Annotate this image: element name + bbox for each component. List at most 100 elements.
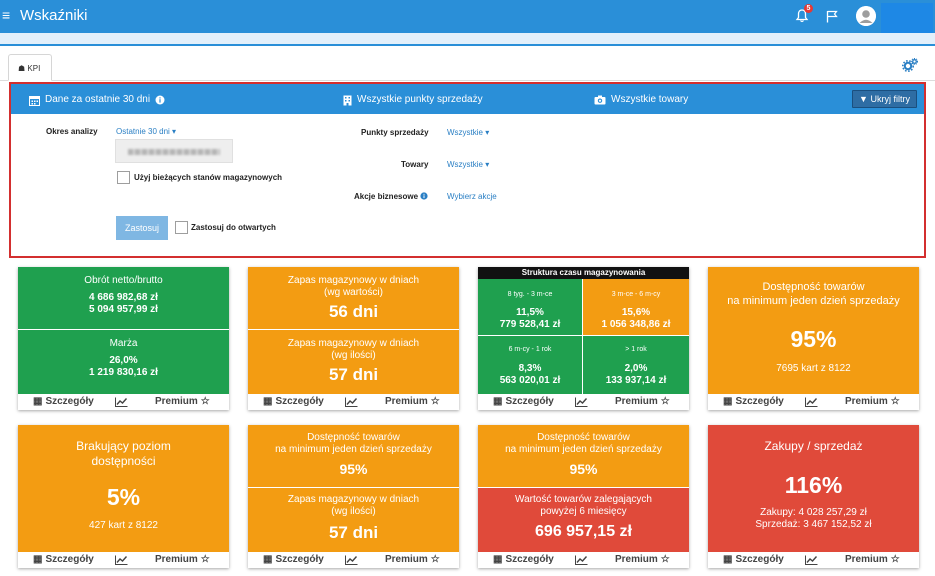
filter-icon: ▼: [859, 94, 868, 104]
premium-link[interactable]: Premium ☆: [385, 396, 440, 407]
premium-link[interactable]: Premium ☆: [615, 554, 670, 565]
points-dropdown-value: Wszystkie: [447, 128, 483, 137]
chart-link[interactable]: [575, 555, 588, 568]
line-chart-icon: [115, 397, 128, 407]
structure-q4-label: > 1 rok: [625, 346, 647, 353]
gears-icon[interactable]: [902, 58, 918, 72]
slow-stock-subtitle: powyżej 6 miesięcy: [540, 506, 627, 517]
chart-link[interactable]: [575, 397, 588, 410]
line-chart-icon: [345, 555, 358, 565]
missing-cards: 427 kart z 8122: [89, 520, 158, 531]
details-link[interactable]: ▦ Szczegóły: [723, 554, 784, 565]
availability-mini-section: Dostępność towarów na minimum jeden dzie…: [248, 425, 459, 487]
structure-title-bar: Struktura czasu magazynowania: [478, 267, 689, 279]
structure-title: Struktura czasu magazynowania: [521, 268, 646, 277]
apply-open-checkbox[interactable]: [175, 221, 188, 234]
caret-down-icon: ▾: [169, 127, 177, 136]
current-stock-checkbox[interactable]: [117, 171, 130, 184]
structure-q2-label: 3 m-ce - 6 m-cy: [611, 291, 661, 298]
structure-q4-value: 133 937,14 zł: [605, 375, 667, 386]
flag-icon[interactable]: [826, 10, 838, 23]
period-label: Okres analizy: [46, 127, 98, 136]
margin-title: Marża: [109, 338, 138, 349]
structure-q3: 6 m-cy - 1 rok 8,3% 563 020,01 zł: [478, 336, 582, 394]
structure-q2-value: 1 056 348,86 zł: [601, 319, 671, 330]
availability-mini-subtitle-2: na minimum jeden dzień sprzedaży: [505, 444, 662, 455]
topbar-action-area[interactable]: [881, 3, 933, 33]
tile-stock-days: Zapas magazynowy w dniach (wg wartości) …: [248, 267, 459, 410]
stock-days-qty-value: 57 dni: [328, 365, 379, 384]
stock-days-qty-title: Zapas magazynowy w dniach: [287, 338, 420, 349]
filter-summary-bar: Dane za ostatnie 30 dni Wszystkie punkty…: [11, 84, 924, 114]
premium-label: Premium: [615, 554, 658, 565]
premium-link[interactable]: Premium ☆: [155, 554, 210, 565]
filter-summary-period-label: Dane za ostatnie 30 dni: [45, 94, 151, 105]
line-chart-icon: [805, 397, 818, 407]
details-link[interactable]: ▦ Szczegóły: [33, 554, 94, 565]
star-icon: ☆: [890, 554, 900, 565]
details-link[interactable]: ▦ Szczegóły: [33, 396, 94, 407]
filter-summary-goods[interactable]: Wszystkie towary: [594, 94, 688, 106]
points-dropdown[interactable]: Wszystkie ▾: [447, 128, 489, 137]
period-dropdown[interactable]: Ostatnie 30 dni ▾: [116, 127, 176, 136]
actions-selector[interactable]: Wybierz akcje: [447, 192, 497, 201]
star-icon: ☆: [660, 396, 670, 407]
goods-dropdown[interactable]: Wszystkie ▾: [447, 160, 489, 169]
details-link[interactable]: ▦ Szczegóły: [263, 396, 324, 407]
chart-link[interactable]: [805, 397, 818, 410]
premium-link[interactable]: Premium ☆: [845, 554, 900, 565]
hide-filters-button[interactable]: ▼ Ukryj filtry: [852, 90, 917, 108]
premium-link[interactable]: Premium ☆: [615, 396, 670, 407]
chart-link[interactable]: [345, 397, 358, 410]
chart-link[interactable]: [345, 555, 358, 568]
filter-summary-period[interactable]: Dane za ostatnie 30 dni: [29, 94, 165, 106]
availability-mini-title-2: Dostępność towarów: [537, 432, 630, 443]
apply-button[interactable]: Zastosuj: [116, 216, 168, 240]
tile-divider: [248, 487, 459, 488]
date-range-redacted: [128, 149, 220, 155]
stock-days-qty-value-2: 57 dni: [328, 523, 379, 542]
premium-label: Premium: [845, 554, 888, 565]
filter-summary-points[interactable]: Wszystkie punkty sprzedaży: [343, 94, 483, 106]
user-avatar-icon[interactable]: [856, 6, 876, 26]
tile-footer: ▦ Szczegóły Premium ☆: [478, 552, 689, 568]
tile-availability-stock: Dostępność towarów na minimum jeden dzie…: [248, 425, 459, 568]
chart-link[interactable]: [805, 555, 818, 568]
details-label: Szczegóły: [735, 554, 784, 565]
premium-label: Premium: [155, 396, 198, 407]
chart-link[interactable]: [115, 397, 128, 410]
chart-link[interactable]: [115, 555, 128, 568]
details-link[interactable]: ▦ Szczegóły: [493, 554, 554, 565]
info-icon: [420, 192, 428, 200]
table-icon: ▦: [33, 554, 43, 565]
purchases-title: Zakupy / sprzedaż: [764, 439, 863, 453]
subheader-line: [0, 44, 935, 46]
filter-panel: Dane za ostatnie 30 dni Wszystkie punkty…: [9, 82, 926, 258]
premium-link[interactable]: Premium ☆: [845, 396, 900, 407]
stock-days-qty-subtitle: (wg ilości): [331, 350, 376, 361]
details-link[interactable]: ▦ Szczegóły: [723, 396, 784, 407]
slow-stock-title: Wartość towarów zalegających: [515, 494, 652, 505]
premium-label: Premium: [385, 554, 428, 565]
details-link[interactable]: ▦ Szczegóły: [493, 396, 554, 407]
hamburger-icon[interactable]: ≡: [2, 7, 11, 23]
structure-q4: > 1 rok 2,0% 133 937,14 zł: [583, 336, 689, 394]
premium-link[interactable]: Premium ☆: [385, 554, 440, 565]
sales-amount: Sprzedaż: 3 467 152,52 zł: [755, 519, 872, 530]
margin-section: Marża 26,0% 1 219 830,16 zł: [18, 330, 229, 394]
date-range-field[interactable]: [115, 139, 233, 163]
details-link[interactable]: ▦ Szczegóły: [263, 554, 324, 565]
slow-stock-section: Wartość towarów zalegających powyżej 6 m…: [478, 488, 689, 552]
purchases-amount: Zakupy: 4 028 257,29 zł: [760, 507, 867, 518]
details-label: Szczegóły: [45, 554, 94, 565]
page-title: Wskaźniki: [20, 7, 88, 24]
tile-purchases-sales: Zakupy / sprzedaż 116% Zakupy: 4 028 257…: [708, 425, 919, 568]
current-stock-label: Użyj bieżących stanów magazynowych: [134, 173, 283, 182]
margin-value: 1 219 830,16 zł: [89, 367, 158, 378]
line-chart-icon: [575, 555, 588, 565]
premium-link[interactable]: Premium ☆: [155, 396, 210, 407]
tab-kpi[interactable]: ☗ KPI: [8, 54, 52, 81]
turnover-gross: 5 094 957,99 zł: [89, 304, 158, 315]
info-icon: [155, 95, 165, 105]
table-icon: ▦: [723, 554, 733, 565]
